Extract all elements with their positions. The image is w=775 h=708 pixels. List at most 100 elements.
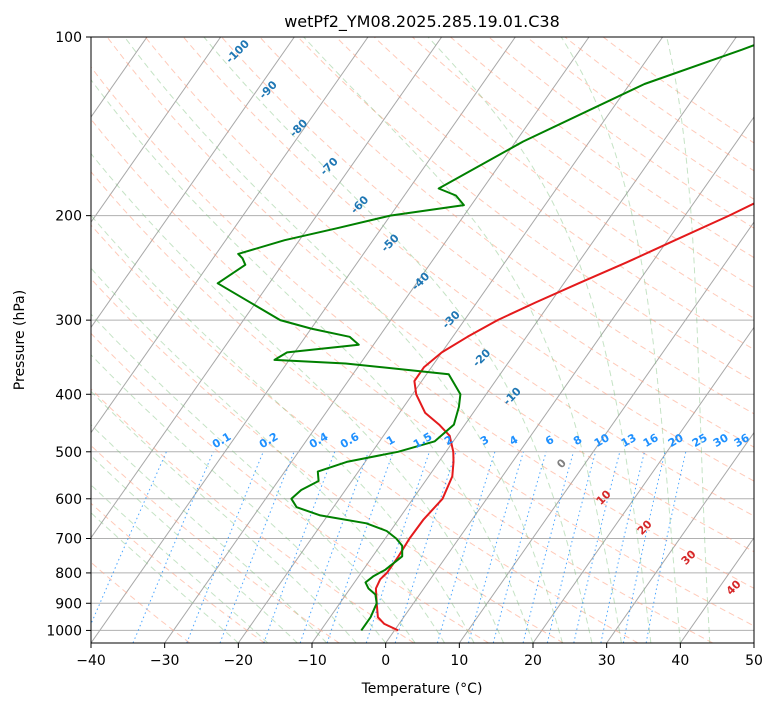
dry-adiabat-line (450, 37, 754, 259)
isotherm-line (91, 37, 443, 539)
mixing-ratio-line (326, 451, 394, 643)
x-tick-label: 10 (450, 653, 468, 669)
temperature-profile-line (374, 202, 754, 632)
y-axis-label: Pressure (hPa) (12, 290, 28, 390)
moist-adiabat-line (666, 37, 711, 643)
moist-adiabat-label: 30 (679, 547, 699, 567)
isotherm-line (91, 37, 295, 329)
x-tick-label: −40 (76, 653, 106, 669)
dry-adiabat-line (488, 37, 754, 229)
mixing-ratio-line (91, 451, 167, 626)
y-tick-label: 600 (55, 492, 82, 508)
moist-adiabat-line (303, 37, 622, 643)
mixing-ratio-line (436, 451, 496, 643)
mixing-ratio-line (600, 451, 645, 643)
dry-adiabat-line (91, 444, 340, 643)
isotherm-line (606, 431, 754, 643)
moist-adiabat-line (91, 214, 475, 643)
dry-adiabat-line (91, 66, 754, 589)
x-tick-label: −10 (297, 653, 327, 669)
y-tick-label: 800 (55, 566, 82, 582)
mixing-ratio-line (573, 451, 621, 643)
mixing-ratio-line (132, 451, 214, 643)
x-axis-label: Temperature (°C) (361, 681, 483, 697)
dewpoint-profile-line (216, 44, 754, 631)
dry-adiabat-line (91, 118, 754, 627)
mixing-ratio-label: 8 (571, 433, 584, 448)
line-labels: -100-90-80-70-60-50-40-30-20-100.1 0.2 0.4… (210, 37, 752, 598)
dry-adiabat-label: -80 (287, 116, 310, 139)
isotherm-line (532, 326, 754, 643)
mixing-ratio-line (645, 451, 687, 643)
mixing-ratio-label: 25 (690, 431, 710, 450)
dry-adiabat-line (373, 37, 754, 319)
mixing-ratio-line (622, 451, 666, 643)
axis-ticks: −40 −30 −20 −10 0 10 20 30 40 5010009008007006005… (46, 30, 763, 669)
y-tick-label: 900 (55, 596, 82, 612)
moist-adiabat-line (91, 152, 504, 643)
x-tick-label: 0 (381, 653, 390, 669)
y-tick-label: 500 (55, 445, 82, 461)
isotherm-line (311, 37, 737, 643)
isotherm-line (91, 37, 516, 643)
dry-adiabat-line (602, 37, 754, 144)
moist-adiabat-line (203, 37, 593, 643)
x-tick-label: 50 (745, 653, 763, 669)
moist-adiabat-line (91, 354, 387, 643)
dry-adiabat-label: -70 (318, 155, 341, 178)
mixing-ratio-label: 0.6 (338, 430, 362, 451)
x-tick-label: 20 (524, 653, 542, 669)
dry-adiabat-line (526, 37, 754, 200)
dry-adiabat-line (106, 37, 754, 553)
mixing-ratio-line (186, 451, 264, 643)
isotherm-line (458, 221, 754, 643)
dry-adiabat-line (91, 332, 489, 643)
dry-adiabat-line (91, 171, 713, 643)
mixing-ratio-label: 16 (641, 431, 661, 450)
moist-adiabat-label: 0 (554, 456, 569, 471)
y-tick-label: 400 (55, 387, 82, 403)
moist-adiabat-line (91, 484, 269, 643)
dry-adiabat-label: -100 (223, 37, 252, 66)
dry-adiabat-line (91, 561, 191, 643)
dry-adiabat-line (91, 278, 564, 643)
x-tick-label: −20 (224, 653, 254, 669)
isotherm-line (753, 642, 754, 643)
mixing-ratio-label: 20 (666, 431, 686, 450)
y-tick-label: 1000 (46, 623, 82, 639)
x-tick-label: 30 (598, 653, 616, 669)
mixing-ratio-line (365, 451, 430, 643)
moist-adiabat-line (91, 78, 534, 643)
dry-adiabat-label: -50 (379, 231, 402, 254)
background-lines (0, 37, 754, 643)
dry-adiabat-label: -20 (470, 346, 493, 369)
isotherm-line (164, 37, 590, 643)
y-tick-label: 700 (55, 532, 82, 548)
isotherm-line (0, 37, 73, 643)
moist-adiabat-label: 10 (594, 487, 614, 507)
isotherm-line (385, 116, 754, 643)
y-tick-label: 300 (55, 313, 82, 329)
mixing-ratio-label: 0.2 (257, 430, 280, 451)
dry-adiabat-line (564, 37, 754, 172)
mixing-ratio-line (468, 451, 524, 643)
dry-adiabat-line (335, 37, 754, 351)
mixing-ratio-label: 4 (507, 433, 520, 448)
isotherm-line (237, 37, 664, 643)
isotherm-line (91, 37, 369, 434)
moist-adiabat-label: 40 (724, 577, 744, 597)
x-tick-label: 40 (671, 653, 689, 669)
mixing-ratio-label: 3 (478, 433, 491, 448)
dry-adiabat-line (144, 37, 754, 517)
mixing-ratio-label: 30 (711, 431, 731, 450)
dry-adiabat-label: -60 (348, 193, 371, 216)
mixing-ratio-line (492, 451, 547, 643)
profile-series (216, 44, 754, 632)
mixing-ratio-line (394, 451, 457, 643)
y-tick-label: 200 (55, 209, 82, 225)
moist-adiabat-line (427, 37, 652, 643)
mixing-ratio-line (522, 451, 574, 643)
y-tick-label: 100 (55, 30, 82, 46)
mixing-ratio-label: 10 (592, 431, 612, 450)
